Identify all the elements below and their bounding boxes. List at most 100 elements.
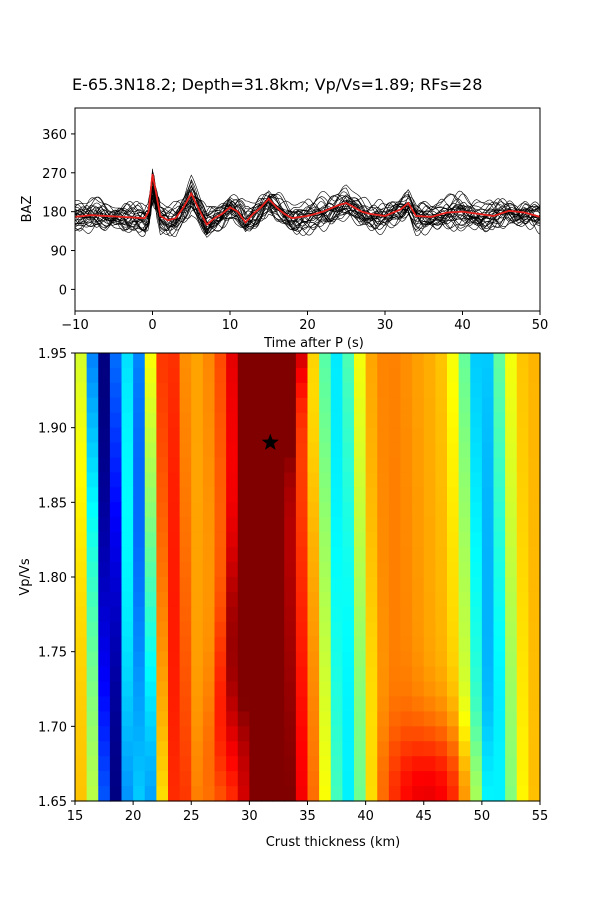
- heatmap-cell: [144, 696, 157, 712]
- receiver-function-plot: −10 0 10 20 30 40 50 0 90 180 270 360: [42, 107, 548, 333]
- heatmap-cell: [261, 651, 274, 668]
- heatmap-cell: [237, 711, 250, 727]
- heatmap-cell: [226, 397, 239, 414]
- heatmap-cell: [412, 696, 425, 712]
- heatmap-cell: [493, 487, 506, 503]
- heatmap-cell: [272, 457, 285, 474]
- heatmap-cell: [249, 412, 262, 429]
- heatmap-cell: [168, 412, 181, 429]
- heatmap-cell: [505, 756, 518, 772]
- heatmap-cell: [156, 562, 169, 578]
- heatmap-cell: [516, 591, 529, 608]
- heatmap-cell: [202, 427, 216, 444]
- heatmap-cell: [75, 756, 88, 772]
- heatmap-cell: [295, 442, 309, 459]
- heatmap-cell: [86, 636, 99, 653]
- heatmap-cell: [354, 353, 367, 369]
- heatmap-cell: [249, 621, 262, 638]
- heatmap-cell: [98, 457, 111, 474]
- heatmap-cell: [354, 696, 367, 712]
- heatmap-cell: [319, 591, 332, 608]
- heatmap-cell: [202, 532, 216, 548]
- heatmap-cell: [365, 382, 378, 399]
- heatmap-cell: [365, 636, 378, 653]
- heatmap-cell: [98, 591, 111, 608]
- heatmap-cell: [144, 397, 157, 414]
- heatmap-cell: [86, 353, 99, 369]
- heatmap-cell: [377, 577, 390, 593]
- heatmap-cell: [505, 577, 518, 593]
- heatmap-cell: [284, 472, 297, 488]
- heatmap-cell: [284, 412, 297, 429]
- heatmap-cell: [354, 771, 367, 787]
- heatmap-cell: [168, 786, 181, 802]
- heatmap-cell: [75, 547, 88, 563]
- heatmap-cell: [226, 681, 239, 698]
- heatmap-cell: [249, 517, 262, 533]
- heatmap-cell: [261, 397, 274, 414]
- heatmap-cell: [295, 382, 309, 399]
- heatmap-cell: [168, 487, 181, 503]
- heatmap-cell: [202, 771, 216, 787]
- heatmap-cell: [458, 457, 471, 474]
- heatmap-cell: [377, 636, 390, 653]
- heatmap-cell: [98, 741, 111, 757]
- heatmap-cell: [330, 666, 343, 683]
- heatmap-cell: [214, 457, 227, 474]
- heatmap-cell: [191, 502, 204, 518]
- heatmap-cell: [98, 726, 111, 742]
- heatmap-cell: [342, 651, 355, 668]
- heatmap-cell: [179, 382, 192, 399]
- heatmap-cell: [237, 666, 250, 683]
- heatmap-cell: [144, 577, 157, 593]
- heatmap-cell: [435, 472, 448, 488]
- heatmap-cell: [516, 367, 529, 384]
- heatmap-cell: [528, 577, 541, 593]
- heatmap-cell: [377, 681, 390, 698]
- heatmap-cell: [191, 711, 204, 727]
- heatmap-y-tick-label: 1.80: [38, 571, 67, 586]
- heatmap-cell: [86, 771, 99, 787]
- heatmap-cell: [237, 517, 250, 533]
- heatmap-cell: [168, 442, 181, 459]
- heatmap-cell: [423, 651, 436, 668]
- heatmap-x-tick-label: 40: [357, 809, 374, 824]
- heatmap-cell: [168, 547, 181, 563]
- top-y-tick-label: 270: [42, 167, 67, 182]
- heatmap-cell: [261, 711, 274, 727]
- heatmap-cell: [168, 621, 181, 638]
- heatmap-cell: [249, 741, 262, 757]
- heatmap-cell: [377, 621, 390, 638]
- heatmap-cell: [121, 591, 134, 608]
- heatmap-cell: [226, 666, 239, 683]
- heatmap-cell: [528, 412, 541, 429]
- heatmap-cell: [400, 756, 413, 772]
- heatmap-cell: [214, 696, 227, 712]
- heatmap-cell: [272, 367, 285, 384]
- heatmap-cell: [191, 621, 204, 638]
- heatmap-cell: [412, 756, 425, 772]
- heatmap-cell: [121, 487, 134, 503]
- heatmap-cell: [435, 711, 448, 727]
- heatmap-cell: [493, 651, 506, 668]
- heatmap-cell: [202, 382, 216, 399]
- heatmap-cell: [365, 547, 378, 563]
- heatmap-cell: [365, 562, 378, 578]
- heatmap-cell: [365, 726, 378, 742]
- heatmap-cell: [423, 532, 436, 548]
- heatmap-cell: [237, 681, 250, 698]
- heatmap-cell: [121, 562, 134, 578]
- heatmap-cell: [307, 577, 320, 593]
- heatmap-cell: [214, 666, 227, 683]
- heatmap-cell: [330, 502, 343, 518]
- heatmap-cell: [505, 771, 518, 787]
- heatmap-cell: [377, 741, 390, 757]
- heatmap-cell: [412, 636, 425, 653]
- heatmap-cell: [168, 457, 181, 474]
- heatmap-cell: [168, 472, 181, 488]
- heatmap-cell: [481, 487, 495, 503]
- heatmap-cell: [330, 711, 343, 727]
- heatmap-cell: [272, 412, 285, 429]
- heatmap-cell: [505, 427, 518, 444]
- heatmap-cell: [295, 487, 309, 503]
